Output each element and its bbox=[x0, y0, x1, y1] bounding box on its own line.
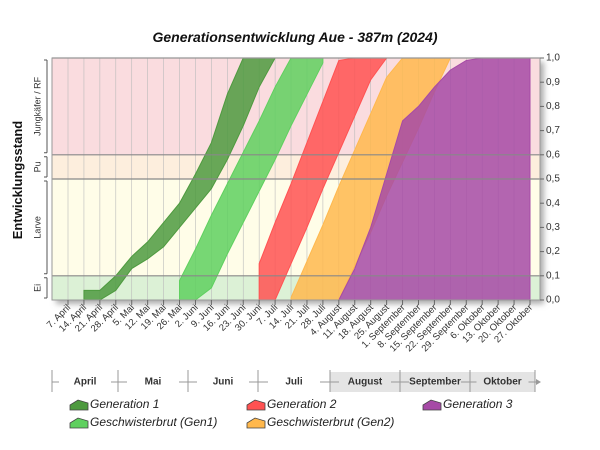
month-label-bg bbox=[268, 376, 320, 388]
y-tick-label: 0,8 bbox=[546, 101, 560, 112]
month-label-bg bbox=[127, 376, 179, 388]
month-label: Juni bbox=[213, 377, 234, 388]
month-label: August bbox=[348, 377, 383, 388]
y-tick-label: 0,2 bbox=[546, 246, 560, 257]
y-tick-label: 0,9 bbox=[546, 77, 560, 88]
y-tick-label: 1,0 bbox=[546, 53, 560, 64]
month-label-bg bbox=[339, 376, 391, 388]
y-tick-label: 0,3 bbox=[546, 222, 560, 233]
stage-label: Jungkäfer / RF bbox=[32, 76, 42, 136]
month-label-bg bbox=[409, 376, 461, 388]
stage-bracket bbox=[44, 156, 48, 178]
y-tick-label: 0,6 bbox=[546, 149, 560, 160]
stage-bracket bbox=[44, 180, 48, 275]
y-tick-label: 0,0 bbox=[546, 295, 560, 306]
month-label-bg bbox=[59, 376, 111, 388]
overlay bbox=[51, 57, 541, 301]
month-label: Mai bbox=[145, 377, 162, 388]
legend-label: Geschwisterbrut (Gen1) bbox=[90, 415, 217, 429]
month-label-bg bbox=[476, 376, 529, 388]
stage-bracket bbox=[44, 59, 48, 154]
legend-label: Generation 3 bbox=[443, 397, 513, 411]
month-label: Oktober bbox=[483, 377, 521, 388]
stage-label: Ei bbox=[32, 284, 42, 292]
month-label-bg bbox=[197, 376, 249, 388]
y-tick-label: 0,1 bbox=[546, 270, 560, 281]
month-label: April bbox=[74, 377, 97, 388]
legend-swatch bbox=[246, 417, 266, 429]
series-area bbox=[83, 57, 276, 301]
month-label: Juli bbox=[285, 377, 302, 388]
y-tick-label: 0,5 bbox=[546, 174, 560, 185]
chart-title: Generationsentwicklung Aue - 387m (2024) bbox=[152, 29, 437, 45]
legend-swatch bbox=[69, 417, 89, 429]
stage-label: Pu bbox=[32, 161, 42, 172]
stage-bracket bbox=[44, 277, 48, 299]
legend-swatch bbox=[422, 399, 442, 411]
legend-label: Geschwisterbrut (Gen2) bbox=[267, 415, 394, 429]
month-label: September bbox=[409, 377, 461, 388]
legend-swatch bbox=[246, 399, 266, 411]
legend-label: Generation 1 bbox=[90, 397, 159, 411]
y-axis-title: Entwicklungsstand bbox=[10, 121, 25, 240]
stage-label: Larve bbox=[32, 216, 42, 239]
y-tick-label: 0,4 bbox=[546, 198, 560, 209]
y-tick-label: 0,7 bbox=[546, 125, 560, 136]
legend-swatch bbox=[69, 399, 89, 411]
legend-label: Generation 2 bbox=[267, 397, 337, 411]
month-arrow bbox=[536, 379, 541, 385]
